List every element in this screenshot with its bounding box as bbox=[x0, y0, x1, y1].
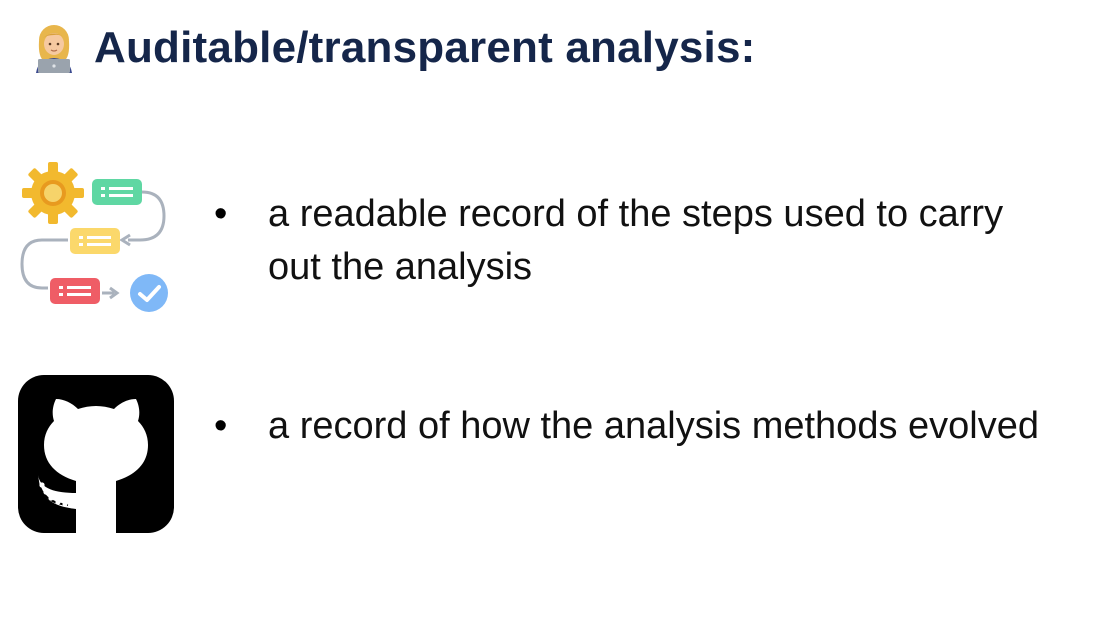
github-logo-icon bbox=[18, 375, 174, 533]
person-at-laptop-icon bbox=[36, 25, 72, 73]
bullet-marker: • bbox=[214, 405, 228, 447]
bullet-text: a record of how the analysis methods evo… bbox=[268, 405, 1039, 447]
workflow-steps-icon bbox=[20, 162, 168, 312]
bullet-text: a readable record of the steps used to c… bbox=[268, 193, 1004, 288]
slide-title-row: Auditable/transparent analysis: bbox=[30, 18, 756, 78]
slide-title: Auditable/transparent analysis: bbox=[94, 23, 756, 72]
bullet-item: • a record of how the analysis methods e… bbox=[214, 400, 1058, 453]
bullet-item: • a readable record of the steps used to… bbox=[214, 188, 1058, 294]
bullet-marker: • bbox=[214, 193, 228, 235]
